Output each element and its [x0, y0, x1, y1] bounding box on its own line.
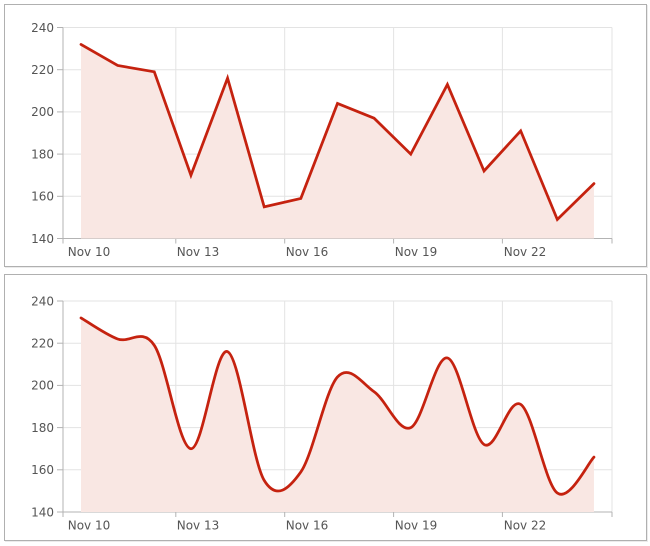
x-axis-label: Nov 22: [504, 245, 547, 259]
y-axis-label: 240: [31, 21, 54, 35]
y-axis-label: 240: [31, 294, 54, 308]
x-axis-label: Nov 22: [504, 519, 547, 533]
x-axis-label: Nov 13: [177, 245, 220, 259]
chart-panel-linear: 140 160 180 200 220 240 Nov 10 Nov 13 Nov 16 Nov …: [4, 4, 647, 267]
series-line: [79, 43, 596, 222]
y-axis-label: 200: [31, 105, 54, 119]
y-axis-label: 180: [31, 147, 54, 161]
area-chart-smooth: 140 160 180 200 220 240 Nov 10 Nov 13 Nov 16 Nov …: [31, 294, 613, 533]
x-axis-label: Nov 16: [286, 519, 329, 533]
y-axis-label: 180: [31, 421, 54, 435]
x-axis-label: Nov 19: [395, 245, 438, 259]
series-area-fill: [81, 317, 594, 512]
y-axis-label: 220: [31, 63, 54, 77]
series-line: [79, 316, 596, 496]
y-axis-label: 160: [31, 190, 54, 204]
x-axis-label: Nov 10: [68, 245, 111, 259]
y-axis-label: 140: [31, 505, 54, 519]
y-axis-label: 200: [31, 379, 54, 393]
chart-panel-smooth: 140 160 180 200 220 240 Nov 10 Nov 13 Nov 16 Nov …: [4, 274, 647, 541]
area-chart-linear: 140 160 180 200 220 240 Nov 10 Nov 13 Nov 16 Nov …: [31, 21, 613, 259]
x-axis-label: Nov 16: [286, 245, 329, 259]
x-axis-label: Nov 10: [68, 519, 111, 533]
y-axis-label: 220: [31, 336, 54, 350]
x-axis-label: Nov 13: [177, 519, 220, 533]
y-axis-label: 160: [31, 463, 54, 477]
series-area-fill: [81, 44, 594, 239]
x-axis-label: Nov 19: [395, 519, 438, 533]
y-axis-label: 140: [31, 232, 54, 246]
